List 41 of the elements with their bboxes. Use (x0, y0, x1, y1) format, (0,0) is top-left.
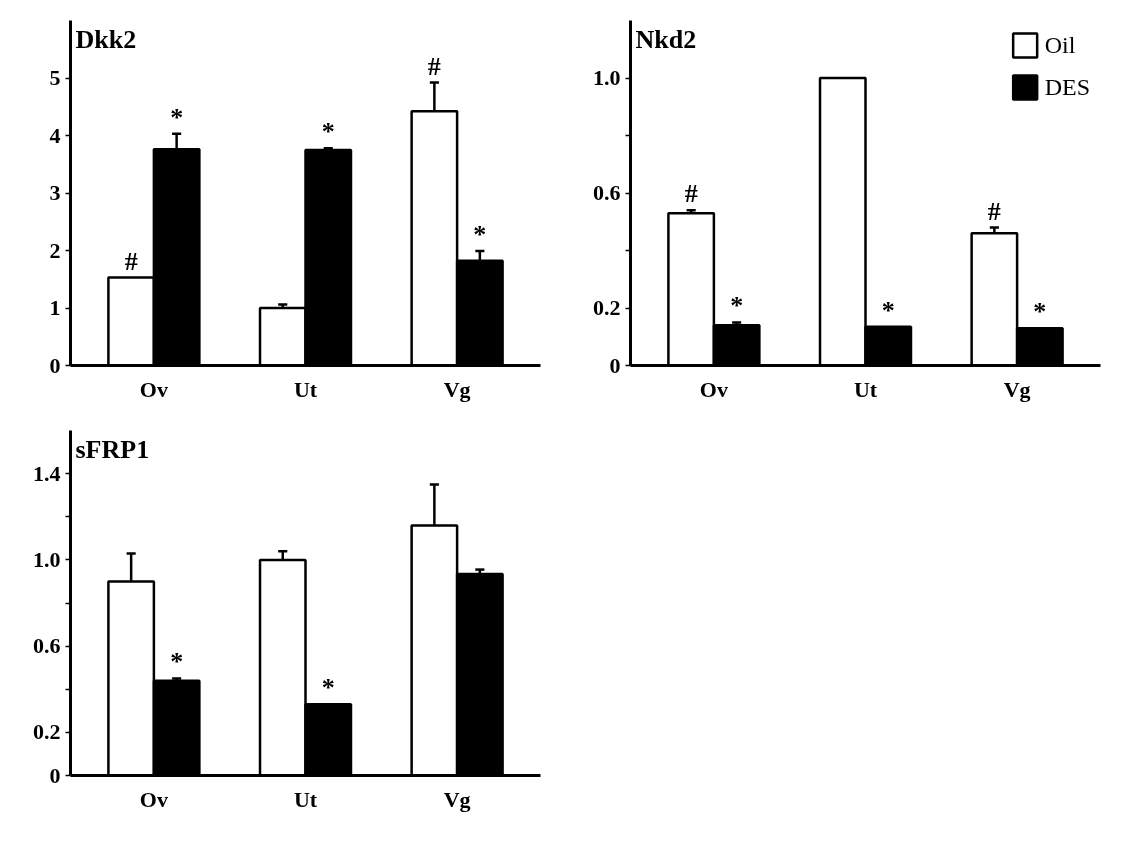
annotation: * (473, 220, 487, 250)
annotation: * (1033, 297, 1047, 327)
text: 1.0 (33, 546, 61, 572)
x-tick-label: Ov (139, 786, 168, 812)
annotation: # (427, 51, 441, 81)
y-tick-label: 0 (49, 352, 61, 378)
y-tick-label: 0.2 (33, 719, 61, 745)
x-tick-label: Ut (293, 376, 318, 402)
y-tick-label: 5 (49, 65, 61, 90)
chart-title: Dkk2 (75, 24, 137, 54)
y-tick-label: 0 (609, 352, 621, 378)
x-tick-label: Vg (443, 376, 471, 402)
x-tick-label: Vg (443, 786, 471, 812)
legend-label: DES (1044, 73, 1090, 101)
x-tick-label: Ov (699, 376, 728, 402)
y-tick-label: 4 (49, 122, 61, 148)
annotation: * (730, 291, 744, 321)
annotation: * (170, 102, 184, 132)
annotation: * (170, 647, 184, 677)
y-tick-label: 0.2 (593, 295, 621, 320)
annotation: # (987, 196, 1001, 226)
y-tick-label: 3 (49, 180, 61, 205)
y-tick-label: 2 (49, 237, 61, 263)
text: 1.0 (593, 65, 621, 90)
chart-title: Nkd2 (635, 24, 697, 54)
y-tick-label: 0.6 (33, 633, 61, 659)
annotation: # (684, 179, 698, 209)
legend-label: Oil (1044, 31, 1076, 59)
y-tick-label: 0 (49, 762, 61, 788)
y-tick-label: 1 (49, 295, 61, 320)
y-tick-label: 0.6 (593, 180, 621, 205)
x-tick-label: Ut (293, 786, 318, 812)
annotation: * (881, 295, 895, 325)
annotation: * (321, 117, 335, 147)
x-tick-label: Ut (853, 376, 878, 402)
y-tick-label: 1.4 (33, 460, 61, 486)
chart-title: sFRP1 (75, 434, 150, 464)
annotation: # (124, 246, 138, 276)
x-tick-label: Ov (139, 376, 168, 402)
annotation: * (321, 673, 335, 703)
x-tick-label: Vg (1003, 376, 1031, 402)
